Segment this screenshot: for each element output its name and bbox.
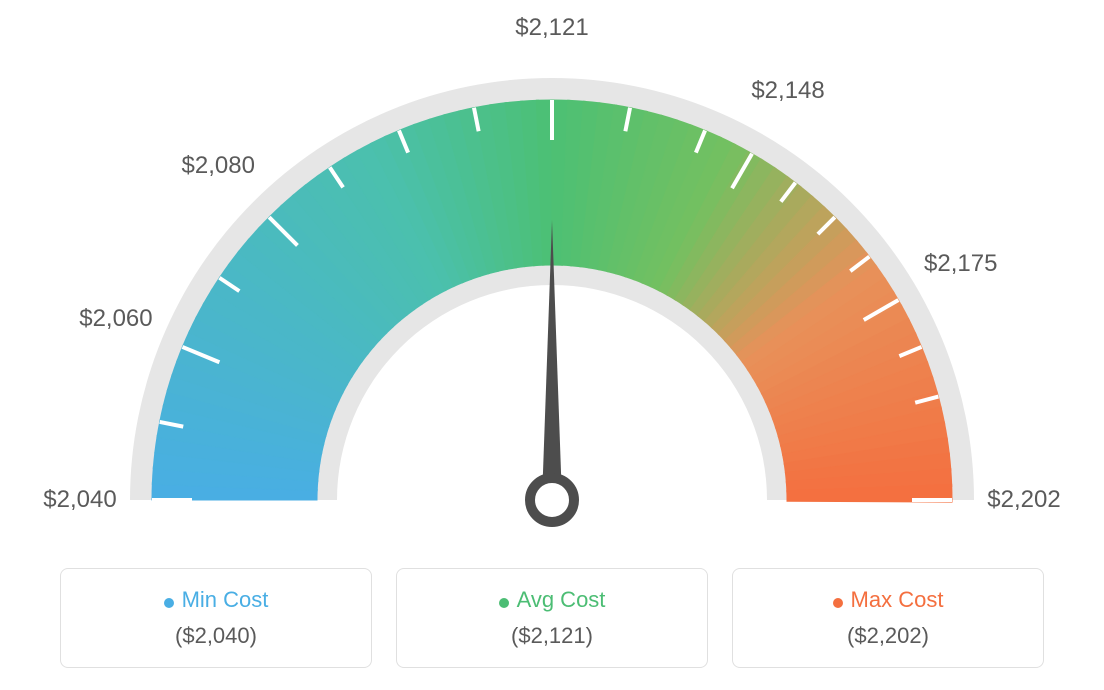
gauge-tick-label: $2,202 (987, 486, 1060, 514)
legend-value: ($2,202) (743, 623, 1033, 649)
legend-title: Min Cost (182, 587, 269, 613)
legend-value: ($2,121) (407, 623, 697, 649)
dot-icon (499, 598, 509, 608)
gauge-tick-label: $2,080 (182, 152, 255, 180)
gauge-hub-icon (530, 478, 574, 522)
legend-card-max: Max Cost ($2,202) (732, 568, 1044, 668)
gauge-tick-label: $2,121 (515, 14, 588, 42)
dot-icon (164, 598, 174, 608)
legend-title: Avg Cost (517, 587, 606, 613)
gauge-tick-label: $2,175 (924, 250, 997, 278)
gauge-tick-label: $2,040 (43, 486, 116, 514)
legend-title: Max Cost (851, 587, 944, 613)
gauge-tick-label: $2,060 (79, 305, 152, 333)
dot-icon (833, 598, 843, 608)
legend-row: Min Cost ($2,040) Avg Cost ($2,121) Max Cost… (0, 568, 1104, 668)
legend-card-min: Min Cost ($2,040) (60, 568, 372, 668)
gauge-svg (0, 0, 1104, 560)
legend-value: ($2,040) (71, 623, 361, 649)
legend-card-avg: Avg Cost ($2,121) (396, 568, 708, 668)
gauge-chart: $2,040 $2,060 $2,080 $2,121 $2,148 $2,175 $2,2… (0, 0, 1104, 560)
gauge-tick-label: $2,148 (751, 77, 824, 105)
